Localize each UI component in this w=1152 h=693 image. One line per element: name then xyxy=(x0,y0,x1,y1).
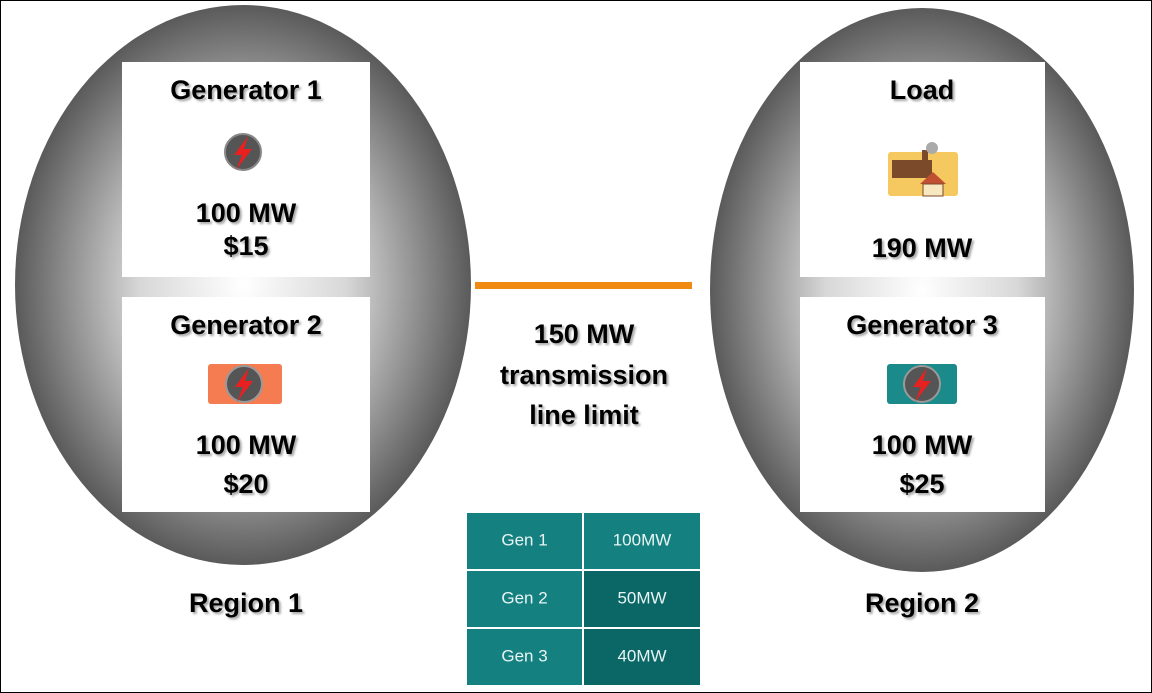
unit-price: $25 xyxy=(899,469,944,499)
generator-icon xyxy=(224,133,262,171)
table-cell xyxy=(467,571,582,627)
table-cell xyxy=(467,629,582,685)
unit-name: Generator 1 xyxy=(170,75,322,105)
unit-box xyxy=(800,297,1045,512)
unit-box xyxy=(122,297,370,512)
load-icon xyxy=(888,142,958,197)
unit-name: Generator 3 xyxy=(846,310,998,340)
table-text: Gen 3 xyxy=(501,646,547,665)
generator-icon xyxy=(887,364,957,404)
table-cell xyxy=(584,571,700,627)
region-label: Region 2 xyxy=(865,588,979,618)
unit-name: Load xyxy=(890,75,955,105)
unit-price: $20 xyxy=(223,469,268,499)
unit-price: $15 xyxy=(223,231,268,261)
unit-capacity: 190 MW xyxy=(872,233,973,263)
table-text: Gen 2 xyxy=(501,588,547,607)
table-text: 50MW xyxy=(617,588,666,607)
table-cell xyxy=(467,513,582,569)
transmission-line xyxy=(475,282,692,289)
table-text: 40MW xyxy=(617,646,666,665)
table-cell xyxy=(584,513,700,569)
region-label: Region 1 xyxy=(189,588,303,618)
table-cell xyxy=(584,629,700,685)
generator-icon xyxy=(208,364,282,404)
unit-capacity: 100 MW xyxy=(872,430,973,460)
unit-capacity: 100 MW xyxy=(196,198,297,228)
table-text: 100MW xyxy=(613,530,672,549)
unit-capacity: 100 MW xyxy=(196,430,297,460)
dispatch-table: Gen 1 100MW Gen 2 50MW Gen 3 40MW xyxy=(467,513,700,685)
unit-name: Generator 2 xyxy=(170,310,322,340)
line-label: line limit xyxy=(529,400,639,430)
line-label: 150 MW xyxy=(534,319,635,349)
line-label: transmission xyxy=(500,360,668,390)
table-text: Gen 1 xyxy=(501,530,547,549)
